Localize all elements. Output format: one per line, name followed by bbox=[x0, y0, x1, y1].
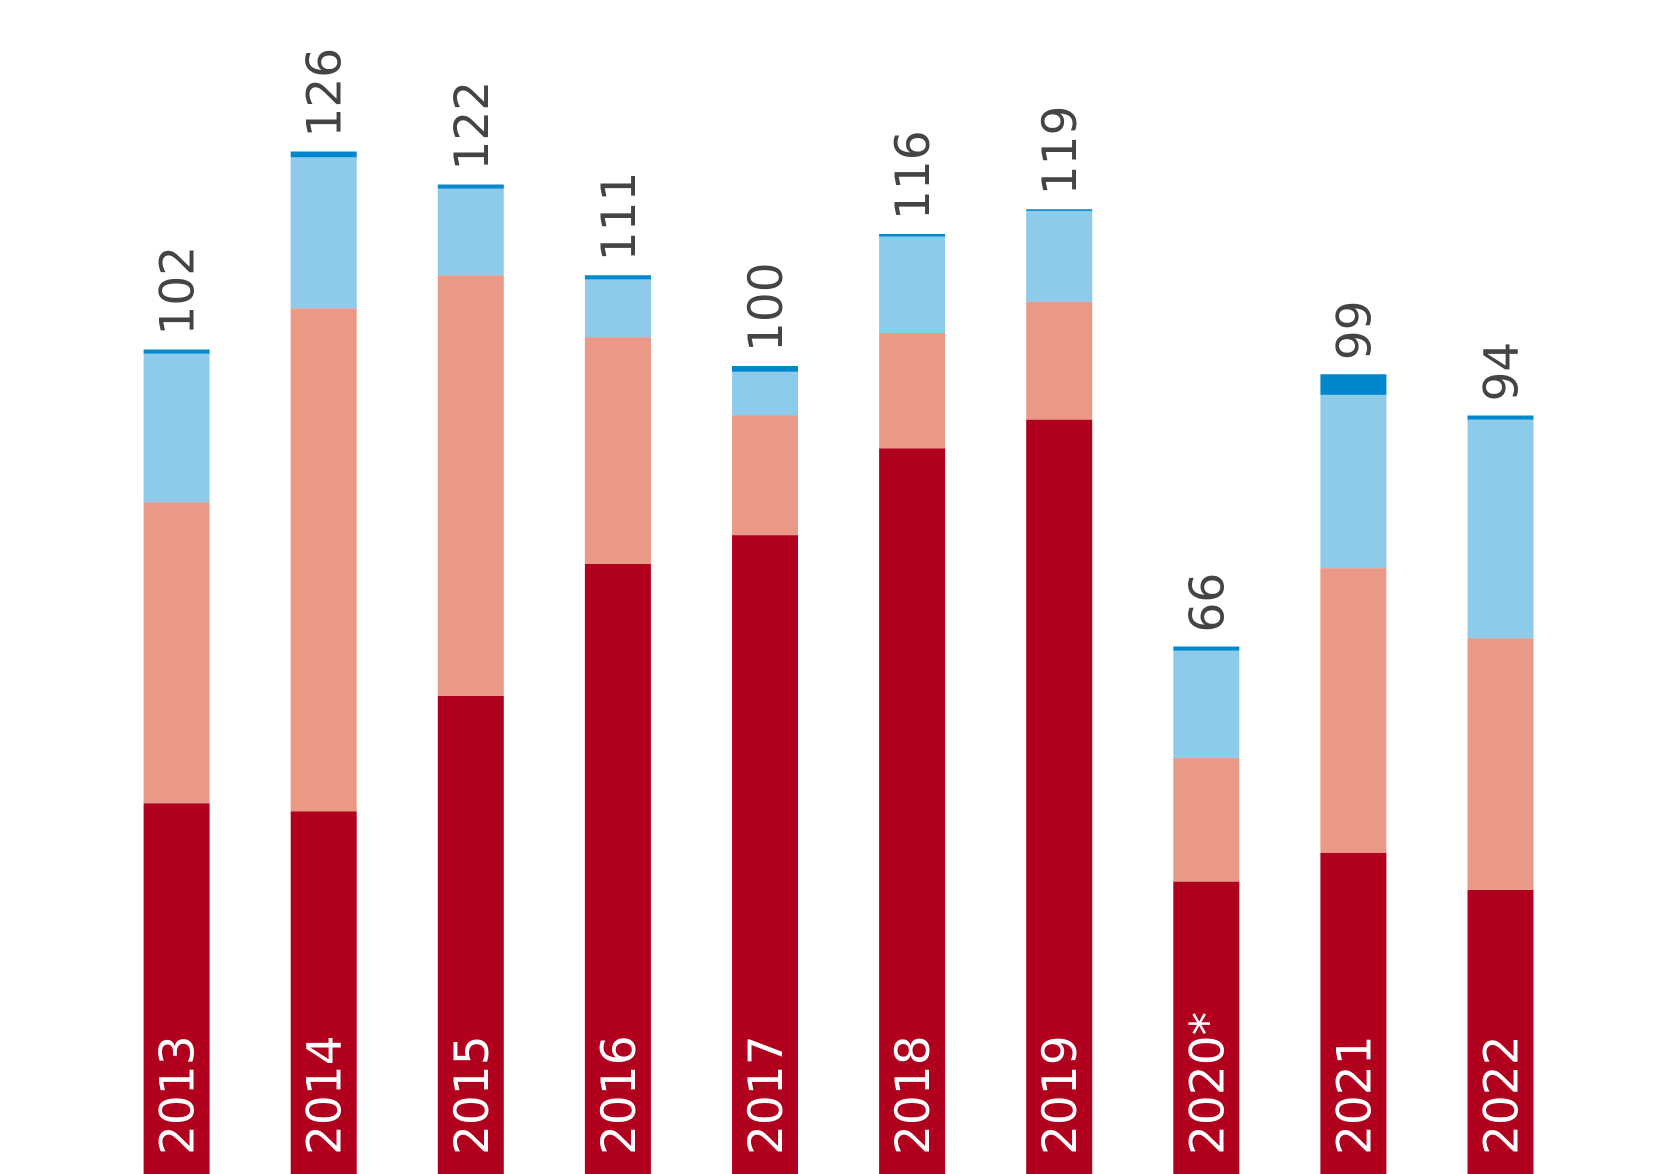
bar-segment bbox=[732, 535, 798, 1174]
bar-segment bbox=[1026, 419, 1093, 1174]
total-label: 99 bbox=[1327, 300, 1382, 360]
total-label: 122 bbox=[445, 81, 500, 171]
bar-segment bbox=[143, 502, 210, 804]
bar-segment bbox=[290, 308, 357, 812]
bar-segment bbox=[584, 279, 651, 338]
category-label: 2015 bbox=[445, 1035, 500, 1155]
bar-segment bbox=[732, 371, 798, 416]
total-label: 119 bbox=[1033, 106, 1088, 196]
bar-segment bbox=[1467, 415, 1534, 420]
bar-segment bbox=[1320, 568, 1387, 853]
category-label: 2022 bbox=[1475, 1035, 1530, 1155]
bar-segment bbox=[1026, 301, 1093, 420]
bar-segment bbox=[1173, 757, 1240, 882]
category-label: 2019 bbox=[1033, 1035, 1088, 1155]
category-label: 2017 bbox=[739, 1035, 794, 1155]
bar-segment bbox=[879, 234, 946, 237]
bar-segment bbox=[437, 188, 504, 276]
category-label: 2018 bbox=[886, 1035, 941, 1155]
bar-segment bbox=[732, 366, 798, 372]
bar-segment bbox=[290, 157, 357, 309]
bar-segment bbox=[1320, 852, 1387, 1174]
bar-segment bbox=[290, 151, 357, 158]
bar-segment bbox=[879, 448, 946, 1174]
category-label: 2013 bbox=[151, 1035, 206, 1155]
total-label: 111 bbox=[592, 172, 647, 262]
bar-segment bbox=[584, 275, 651, 280]
category-label: 2021 bbox=[1327, 1035, 1382, 1155]
category-label: 2020* bbox=[1180, 1012, 1235, 1155]
category-label: 2014 bbox=[298, 1035, 353, 1155]
total-label: 126 bbox=[298, 48, 353, 138]
bar-segment bbox=[437, 184, 504, 189]
bar-segment bbox=[1320, 394, 1387, 569]
bar-segment bbox=[1026, 210, 1093, 302]
total-label: 116 bbox=[886, 130, 941, 220]
bar-segment bbox=[143, 353, 210, 503]
bar-segment bbox=[143, 803, 210, 1174]
bar-segment bbox=[1467, 638, 1534, 890]
bar-segment bbox=[290, 811, 357, 1174]
bar-segment bbox=[437, 275, 504, 696]
total-label: 100 bbox=[739, 262, 794, 352]
bar-segment bbox=[879, 236, 946, 333]
bar-segment bbox=[437, 696, 504, 1174]
bar-segment bbox=[1173, 650, 1240, 758]
bar-segment bbox=[143, 349, 210, 354]
bar-segment bbox=[732, 415, 798, 536]
bar-segment bbox=[1173, 881, 1240, 1174]
bar-segment bbox=[1026, 209, 1093, 211]
total-label: 94 bbox=[1475, 342, 1530, 402]
category-label: 2016 bbox=[592, 1035, 647, 1155]
total-label: 66 bbox=[1180, 573, 1235, 633]
bar-segment bbox=[1467, 889, 1534, 1174]
bar-segment bbox=[879, 333, 946, 449]
bar-segment bbox=[584, 337, 651, 564]
bar-segment bbox=[1467, 419, 1534, 639]
bar-segment bbox=[584, 564, 651, 1174]
bar-segment bbox=[1320, 374, 1387, 395]
total-label: 102 bbox=[151, 246, 206, 336]
bar-segment bbox=[1173, 646, 1240, 651]
